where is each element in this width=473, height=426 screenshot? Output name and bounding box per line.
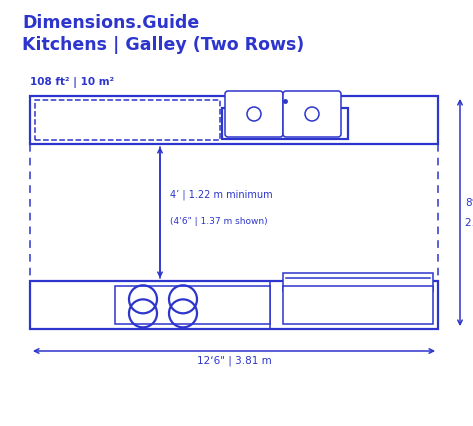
Text: 12‘6" | 3.81 m: 12‘6" | 3.81 m [197, 355, 272, 366]
Text: (4‘6" | 1.37 m shown): (4‘6" | 1.37 m shown) [170, 218, 268, 227]
FancyBboxPatch shape [225, 91, 283, 137]
Text: 8‘8": 8‘8" [465, 198, 473, 207]
FancyBboxPatch shape [283, 91, 341, 137]
Text: 2.64 m: 2.64 m [465, 218, 473, 227]
Bar [30, 281, 438, 329]
Bar [283, 273, 433, 291]
Text: 4’ | 1.22 m minimum: 4’ | 1.22 m minimum [170, 190, 272, 201]
Text: 108 ft² | 10 m²: 108 ft² | 10 m² [30, 77, 114, 88]
Text: Kitchens | Galley (Two Rows): Kitchens | Galley (Two Rows) [22, 36, 304, 54]
Bar [30, 96, 438, 144]
Bar [222, 108, 348, 139]
Text: Dimensions.Guide: Dimensions.Guide [22, 14, 199, 32]
Bar [115, 286, 270, 324]
Bar [35, 100, 220, 140]
Bar [283, 286, 433, 324]
